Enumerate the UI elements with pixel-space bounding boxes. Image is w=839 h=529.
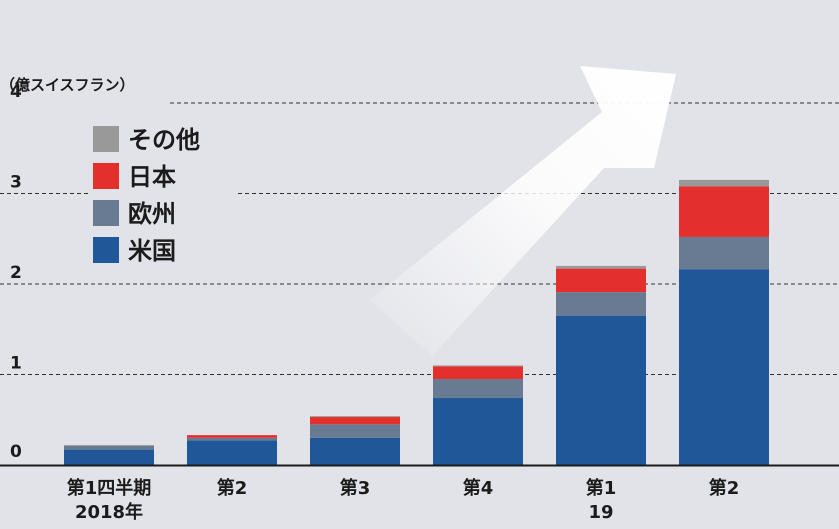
legend-label: 欧州 — [128, 200, 176, 228]
bar-segment — [310, 417, 400, 425]
bar-segment — [310, 437, 400, 465]
y-axis-ticks: 0 1 2 3 4 — [10, 82, 22, 462]
bar-segment — [679, 179, 769, 187]
bar-segment — [433, 398, 523, 465]
bar-segment — [187, 435, 277, 438]
bar-segment — [64, 449, 154, 465]
unit-label: （億スイスフラン） — [0, 76, 135, 94]
legend-label: 米国 — [128, 237, 176, 265]
y-tick-label: 1 — [10, 354, 22, 374]
bar-segment — [64, 445, 154, 450]
bar-segment — [187, 437, 277, 441]
bar-segment — [556, 315, 646, 465]
x-tick-label: 第2 — [217, 477, 248, 499]
x-tick-label: 19 — [588, 502, 613, 523]
x-tick-label: 第4 — [463, 477, 494, 499]
bars — [64, 179, 769, 465]
x-tick-label: 第2 — [709, 477, 740, 499]
bar-segment — [556, 265, 646, 269]
bar-segment — [310, 424, 400, 438]
bar-segment — [310, 416, 400, 418]
legend-swatch — [93, 237, 119, 263]
bar-segment — [64, 445, 154, 446]
x-tick-label: 第3 — [340, 477, 371, 499]
legend-label: その他 — [128, 126, 200, 154]
bar-segment — [433, 379, 523, 399]
bar-segment — [556, 268, 646, 293]
bar-segment — [433, 365, 523, 367]
bar-segment — [679, 269, 769, 465]
x-tick-label: 2018年 — [75, 501, 143, 523]
y-tick-label: 3 — [10, 173, 22, 193]
bar-segment — [187, 440, 277, 465]
legend-swatch — [93, 163, 119, 189]
x-tick-label: 第1 — [586, 477, 617, 499]
trend-arrow — [370, 66, 676, 356]
legend-swatch — [93, 126, 119, 152]
y-tick-label: 2 — [10, 263, 22, 283]
legend-label: 日本 — [128, 163, 176, 191]
y-tick-label: 0 — [10, 442, 22, 462]
bar-segment — [679, 236, 769, 270]
legend-swatch — [93, 200, 119, 226]
bar-segment — [556, 292, 646, 316]
x-tick-label: 第1四半期 — [67, 477, 152, 499]
bar-segment — [433, 366, 523, 380]
y-tick-label: 4 — [10, 82, 22, 102]
bar-segment — [679, 186, 769, 237]
